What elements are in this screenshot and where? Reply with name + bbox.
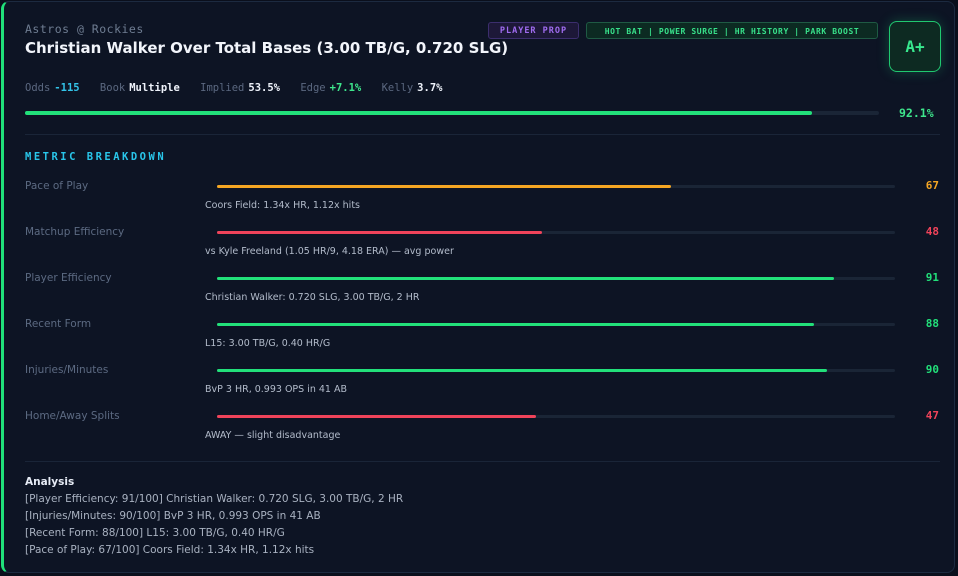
- metric-detail: Coors Field: 1.34x HR, 1.12x hits: [205, 200, 360, 211]
- metric-label: Player Efficiency: [25, 272, 112, 284]
- edge-value: +7.1%: [329, 82, 362, 94]
- metric-row: Home/Away Splits 47 AWAY — slight disadvan…: [4, 409, 958, 456]
- metric-detail: vs Kyle Freeland (1.05 HR/9, 4.18 ERA) —…: [205, 246, 454, 257]
- metric-detail: BvP 3 HR, 0.993 OPS in 41 AB: [205, 384, 348, 395]
- metric-bar: [217, 185, 895, 188]
- metric-bar-fill: [217, 415, 536, 418]
- kelly-label: Kelly: [381, 82, 414, 94]
- kelly-value: 3.7%: [417, 82, 443, 94]
- metric-bar-fill: [217, 185, 672, 188]
- metric-detail: L15: 3.00 TB/G, 0.40 HR/G: [205, 338, 331, 349]
- odds-stats-row: Odds -115 Book Multiple Implied 53.5% Edge +…: [25, 82, 456, 94]
- overall-confidence-bar: [25, 111, 879, 115]
- metric-label: Injuries/Minutes: [25, 364, 109, 376]
- metric-label: Recent Form: [25, 318, 92, 330]
- metric-breakdown-heading: METRIC BREAKDOWN: [25, 151, 167, 163]
- metric-detail: Christian Walker: 0.720 SLG, 3.00 TB/G, …: [205, 292, 420, 303]
- implied-label: Implied: [200, 82, 245, 94]
- metric-bar: [217, 369, 895, 372]
- metric-row: Matchup Efficiency 48 vs Kyle Freeland (1.…: [4, 225, 958, 272]
- grade-badge: A+: [889, 21, 941, 72]
- metric-bar-fill: [217, 277, 834, 280]
- overall-confidence-fill: [25, 111, 812, 115]
- metric-detail: AWAY — slight disadvantage: [205, 430, 341, 441]
- prop-type-badge: PLAYER PROP: [488, 22, 579, 39]
- book-value: Multiple: [129, 82, 180, 94]
- metric-score: 47: [925, 409, 939, 422]
- prop-title: Christian Walker Over Total Bases (3.00 …: [25, 39, 509, 57]
- metric-bar: [217, 277, 895, 280]
- metric-score: 48: [925, 225, 939, 238]
- analysis-line: [Injuries/Minutes: 90/100] BvP 3 HR, 0.9…: [25, 510, 321, 522]
- metric-row: Pace of Play 67 Coors Field: 1.34x HR, 1.1…: [4, 179, 958, 226]
- edge-label: Edge: [300, 82, 326, 94]
- tags-badge: HOT BAT | POWER SURGE | HR HISTORY | PAR…: [586, 22, 878, 39]
- metric-label: Pace of Play: [25, 180, 89, 192]
- odds-value: -115: [54, 82, 80, 94]
- analysis-line: [Recent Form: 88/100] L15: 3.00 TB/G, 0.…: [25, 527, 285, 539]
- book-label: Book: [99, 82, 126, 94]
- metric-score: 90: [925, 363, 939, 376]
- analysis-line: [Pace of Play: 67/100] Coors Field: 1.34…: [25, 544, 315, 556]
- metric-row: Injuries/Minutes 90 BvP 3 HR, 0.993 OPS in…: [4, 363, 958, 410]
- analysis-line: [Player Efficiency: 91/100] Christian Wa…: [25, 493, 404, 505]
- metric-bar-fill: [217, 369, 828, 372]
- metric-bar-fill: [217, 231, 543, 234]
- analysis-heading: Analysis: [25, 476, 75, 488]
- metric-label: Matchup Efficiency: [25, 226, 125, 238]
- metric-bar-fill: [217, 323, 814, 326]
- matchup-label: Astros @ Rockies: [25, 22, 144, 36]
- metric-score: 88: [925, 317, 939, 330]
- metric-bar: [217, 231, 895, 234]
- metric-score: 67: [925, 179, 939, 192]
- implied-value: 53.5%: [248, 82, 280, 94]
- odds-label: Odds: [25, 82, 51, 94]
- metric-label: Home/Away Splits: [25, 410, 120, 422]
- metric-score: 91: [925, 271, 939, 284]
- metric-bar: [217, 415, 895, 418]
- metric-bar: [217, 323, 895, 326]
- metric-row: Player Efficiency 91 Christian Walker: 0.7…: [4, 271, 958, 318]
- divider: [25, 461, 940, 462]
- divider: [25, 134, 940, 135]
- metric-row: Recent Form 88 L15: 3.00 TB/G, 0.40 HR/G: [4, 317, 958, 364]
- overall-confidence-percent: 92.1%: [899, 106, 934, 120]
